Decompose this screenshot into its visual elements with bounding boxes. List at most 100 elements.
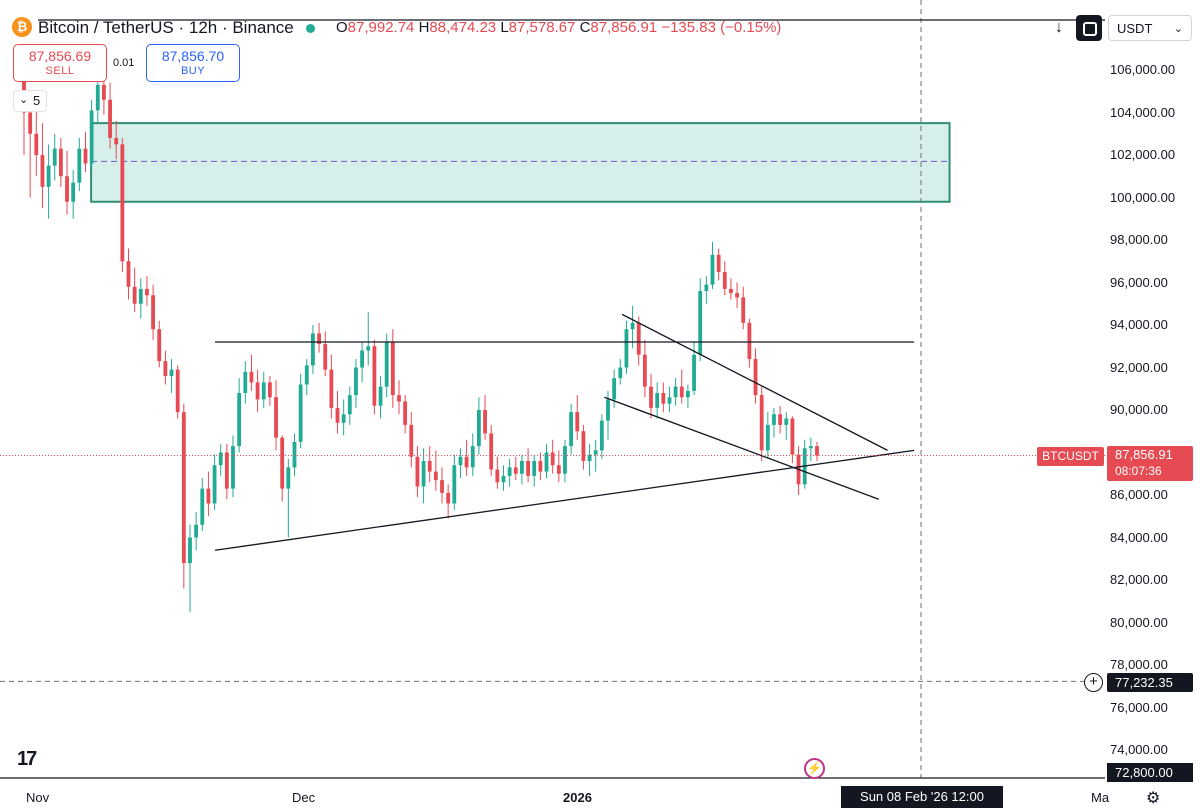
candle-body (556, 465, 561, 474)
candle-body (329, 369, 334, 408)
candle-body (311, 333, 315, 366)
candle-body (200, 488, 205, 525)
candle-body (526, 461, 530, 476)
candle-body (716, 254, 721, 272)
close-value: 87,856.91 (590, 19, 658, 36)
symbol-title[interactable]: Bitcoin / TetherUS · 12h · Binance (38, 18, 323, 38)
candle-body (704, 284, 709, 291)
fullscreen-button[interactable] (1076, 15, 1102, 41)
candle-body (52, 148, 57, 166)
candle-body (163, 361, 168, 376)
time-tick-label: Nov (26, 790, 50, 805)
bitcoin-icon: ₿ (12, 17, 32, 37)
candle-body (630, 322, 635, 330)
candle-body (575, 412, 580, 432)
price-tick-label: 74,000.00 (1110, 742, 1168, 757)
open-value: 87,992.74 (347, 19, 415, 36)
candle-body (476, 410, 481, 447)
candle-body (138, 288, 143, 304)
candle-body (224, 452, 229, 489)
candle-body (581, 431, 586, 461)
price-tick-label: 100,000.00 (1110, 189, 1176, 205)
candle-body (501, 475, 506, 483)
candle-body (507, 467, 512, 476)
candle-body (298, 384, 303, 442)
candle-body (427, 461, 432, 472)
candle-body (618, 367, 623, 379)
candle-body (458, 456, 463, 466)
candle-body (249, 371, 254, 383)
price-tick-label: 96,000.00 (1110, 274, 1168, 290)
candle-body (765, 424, 770, 451)
indicators-toggle-button[interactable]: ⌄ 5 (13, 90, 47, 112)
close-label: C (579, 19, 591, 36)
candle-body (624, 329, 629, 368)
candle-body (722, 271, 727, 289)
candle-body (735, 293, 739, 298)
candle-body (58, 148, 63, 177)
candle-body (538, 461, 543, 472)
candle-body (729, 288, 733, 294)
candle-body (753, 359, 758, 396)
candle-body (667, 397, 672, 404)
add-alert-plus-icon[interactable]: + (1084, 673, 1103, 692)
down-arrow-button[interactable]: ↓ (1055, 19, 1063, 36)
candle-body (145, 288, 149, 296)
candle-body (636, 322, 641, 355)
candle-body (366, 346, 371, 351)
candle-body (686, 390, 690, 398)
price-tick-label: 104,000.00 (1110, 104, 1176, 120)
candle-body (808, 446, 813, 449)
time-tick-label: 2026 (563, 790, 592, 805)
candle-body (790, 418, 795, 455)
price-tick-label: 84,000.00 (1110, 529, 1168, 545)
candle-body (759, 395, 764, 451)
high-label: H (418, 19, 430, 36)
supply-zone-rect[interactable] (90, 122, 951, 203)
candle-body (341, 414, 346, 423)
candle-body (513, 467, 518, 474)
buy-button[interactable]: 87,856.70 BUY (146, 44, 240, 82)
candle-body (397, 395, 401, 402)
price-tick-label: 78,000.00 (1110, 657, 1168, 672)
candle-body (692, 354, 696, 391)
square-icon (1083, 22, 1097, 36)
buy-label: BUY (180, 65, 206, 77)
candle-body (655, 393, 660, 408)
candle-body (65, 176, 69, 202)
candle-body (433, 471, 438, 481)
price-tick-label: 80,000.00 (1110, 614, 1168, 630)
candle-body (175, 369, 180, 413)
candle-body (71, 182, 76, 202)
low-label: L (500, 19, 509, 36)
candle-body (102, 84, 106, 100)
sell-button[interactable]: 87,856.69 SELL (13, 44, 107, 82)
candle-body (593, 450, 598, 455)
candle-body (231, 446, 235, 489)
candle-body (421, 461, 426, 487)
candle-body (409, 424, 414, 457)
lightning-icon[interactable]: ⚡ (804, 758, 825, 779)
candle-body (415, 456, 420, 487)
candle-body (77, 148, 82, 183)
candle-body (606, 399, 610, 421)
candle-body (304, 365, 309, 385)
candle-body (108, 99, 112, 138)
candle-body (354, 367, 358, 396)
candle-body (741, 297, 746, 323)
price-tick-label: 82,000.00 (1110, 572, 1168, 587)
spread-value: 0.01 (113, 57, 135, 69)
price-tick-label: 94,000.00 (1110, 317, 1168, 332)
candle-body (292, 441, 297, 468)
market-open-dot-icon (305, 23, 315, 33)
settings-gear-icon[interactable]: ⚙ (1146, 790, 1161, 807)
candle-body (532, 461, 537, 476)
candle-body (212, 465, 217, 504)
chevron-down-icon: ⌄ (19, 94, 29, 106)
candle-body (599, 420, 604, 451)
candle-body (169, 369, 174, 376)
currency-select[interactable]: USDT ⌄ (1108, 15, 1192, 41)
tradingview-logo-icon[interactable]: 17 (17, 748, 37, 770)
candle-body (206, 488, 211, 504)
